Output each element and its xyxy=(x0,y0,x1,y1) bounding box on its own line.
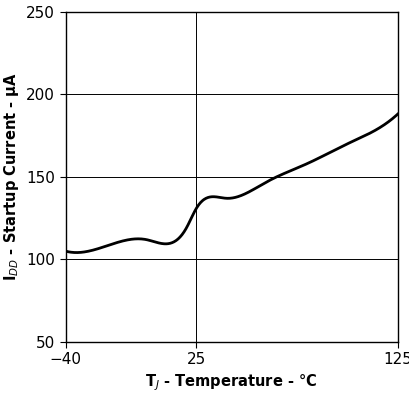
Y-axis label: I$_{DD}$ - Startup Current - μA: I$_{DD}$ - Startup Current - μA xyxy=(2,72,21,281)
X-axis label: T$_J$ - Temperature - °C: T$_J$ - Temperature - °C xyxy=(145,373,317,393)
